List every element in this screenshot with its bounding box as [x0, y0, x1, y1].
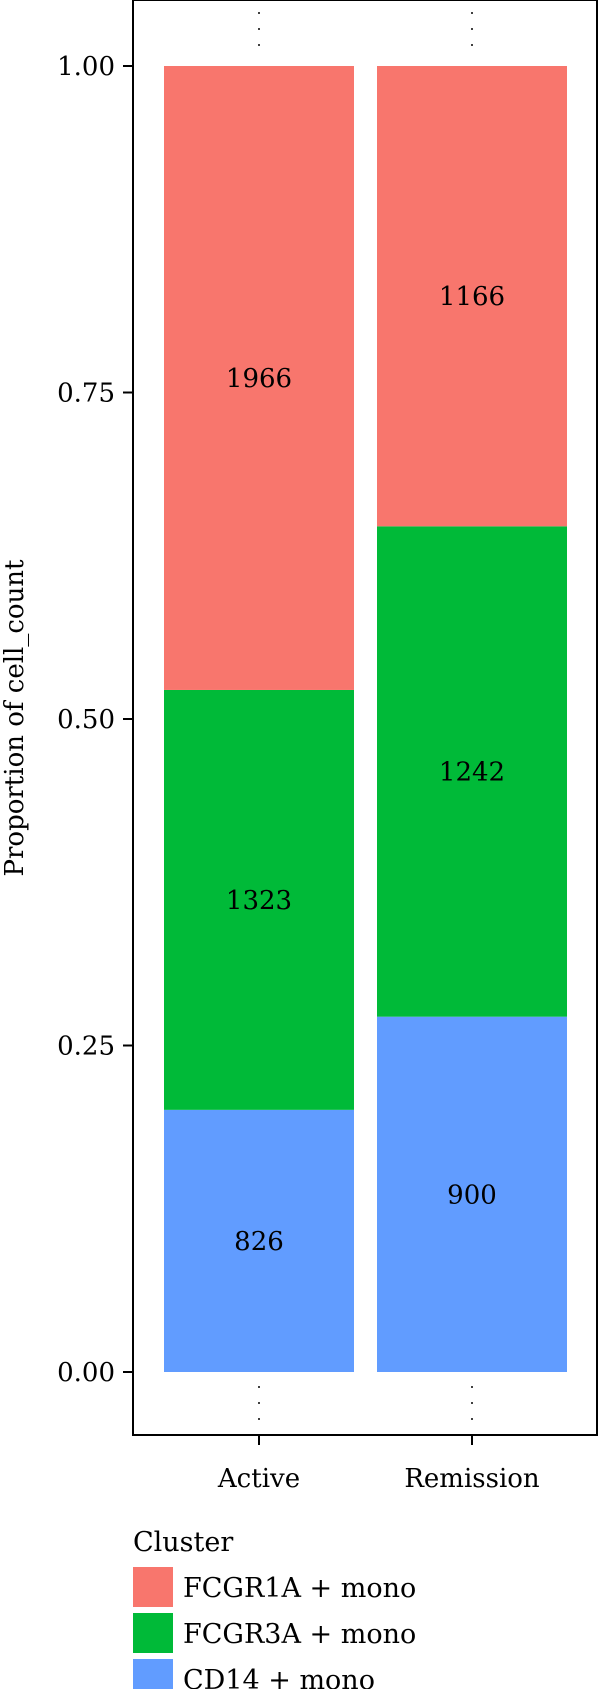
segment-label: 1323: [226, 886, 292, 916]
legend-swatch: [133, 1613, 173, 1653]
legend: Cluster FCGR1A + mono FCGR3A + mono CD14 + …: [133, 1527, 416, 1689]
legend-swatch: [133, 1567, 173, 1607]
y-tick-label: 0.50: [57, 705, 115, 735]
segment-label: 1242: [439, 758, 505, 788]
legend-entry-label: CD14 + mono: [183, 1665, 375, 1689]
bar-segment: [164, 689, 354, 1110]
segment-label-layer: 826 1323 1966 900 1242 1166: [226, 282, 505, 1257]
bar-segment: [377, 66, 567, 527]
legend-swatch: [133, 1659, 173, 1689]
y-tick-label: 1.00: [57, 52, 115, 82]
y-tick-label: 0.75: [57, 379, 115, 409]
y-axis-title: Proportion of cell_count: [0, 559, 30, 877]
bar-segment: [164, 66, 354, 690]
y-axis: 0.00 0.25 0.50 0.75 1.00: [57, 52, 133, 1388]
bar-segment: [164, 1109, 354, 1372]
bar-segment: [377, 1016, 567, 1372]
legend-title: Cluster: [133, 1527, 233, 1558]
panel-border: [132, 0, 598, 1436]
legend-entry-label: FCGR1A + mono: [183, 1573, 416, 1604]
x-tick-label: Active: [217, 1464, 300, 1494]
segment-label: 1166: [439, 282, 505, 312]
x-tick-label: Remission: [404, 1464, 540, 1494]
x-axis: Active Remission: [217, 1435, 540, 1494]
y-tick-label: 0.25: [57, 1032, 115, 1062]
bar-segment: [377, 526, 567, 1017]
segment-label: 826: [234, 1227, 284, 1257]
plot-panel: [132, 0, 598, 1436]
legend-entry-label: FCGR3A + mono: [183, 1619, 416, 1650]
bar-layer: [164, 12, 567, 1429]
segment-label: 1966: [226, 364, 292, 394]
segment-label: 900: [447, 1180, 497, 1210]
y-tick-label: 0.00: [57, 1358, 115, 1388]
